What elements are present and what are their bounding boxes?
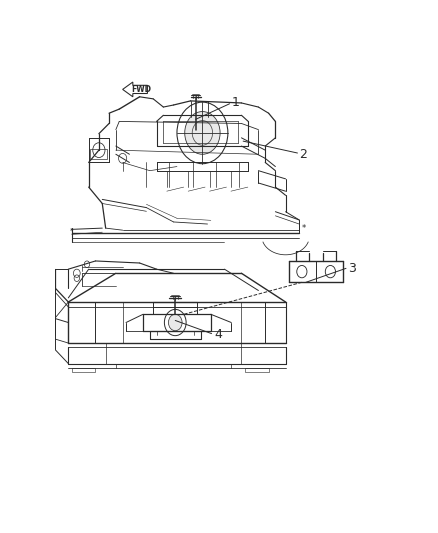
Circle shape: [169, 314, 182, 330]
Text: 4: 4: [214, 328, 222, 341]
Text: 1: 1: [231, 96, 239, 109]
Text: 2: 2: [299, 148, 307, 161]
Polygon shape: [123, 82, 148, 97]
Bar: [245, 368, 268, 372]
Text: 3: 3: [348, 262, 356, 275]
Text: *: *: [69, 228, 73, 234]
Text: FWD: FWD: [131, 85, 151, 94]
Circle shape: [185, 111, 220, 154]
Bar: [90, 149, 107, 159]
Text: *: *: [302, 224, 306, 232]
Bar: [72, 368, 95, 372]
